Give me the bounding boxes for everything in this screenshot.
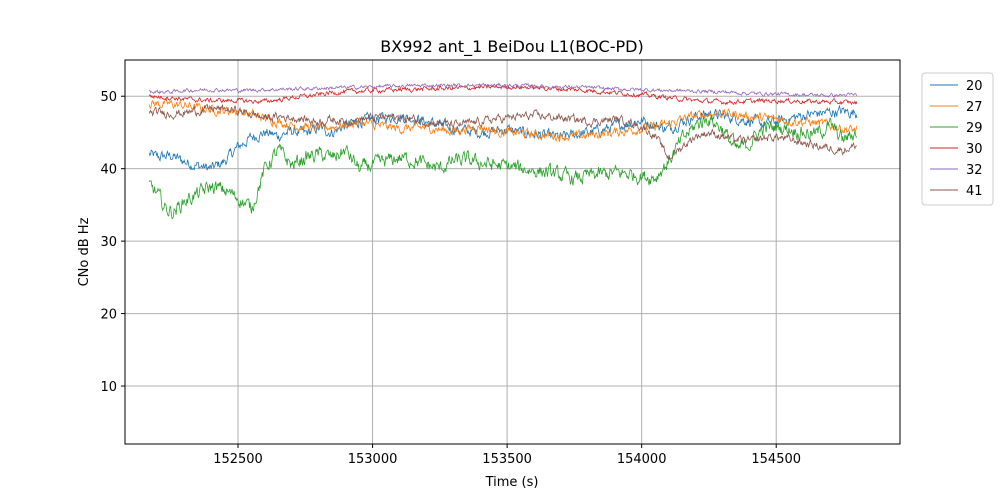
y-tick-label: 30 <box>100 235 117 250</box>
series-line-41 <box>148 103 857 160</box>
chart-title: BX992 ant_1 BeiDou L1(BOC-PD) <box>380 37 643 57</box>
x-tick-label: 154500 <box>751 452 801 467</box>
x-tick-label: 152500 <box>213 452 263 467</box>
series-line-27 <box>148 97 858 142</box>
legend-entry-20: 20 <box>966 79 983 94</box>
x-tick-label: 153500 <box>482 452 532 467</box>
grid-lines <box>125 60 900 444</box>
y-axis-ticks: 10 20 30 40 50 <box>100 90 125 395</box>
plot-series <box>148 82 858 220</box>
legend-entry-41: 41 <box>966 184 983 199</box>
y-tick-label: 10 <box>100 380 117 395</box>
x-axis-label: Time (s) <box>485 475 539 490</box>
legend-entry-32: 32 <box>966 163 983 178</box>
y-tick-label: 40 <box>100 163 117 178</box>
legend-entry-30: 30 <box>966 142 983 157</box>
series-line-30 <box>148 83 858 106</box>
legend-entry-29: 29 <box>966 121 983 136</box>
plot-frame <box>124 59 901 445</box>
legend-entry-27: 27 <box>966 100 983 115</box>
y-axis-label: CNo dB Hz <box>77 217 92 286</box>
y-tick-label: 20 <box>100 308 117 323</box>
series-line-32 <box>149 82 858 99</box>
legend: 20 27 29 30 32 41 <box>921 72 994 206</box>
x-tick-label: 153000 <box>348 452 398 467</box>
y-tick-label: 50 <box>100 90 117 105</box>
series-line-29 <box>148 114 858 220</box>
x-tick-label: 154000 <box>617 452 667 467</box>
x-axis-ticks: 152500 153000 153500 154000 154500 <box>213 444 801 467</box>
